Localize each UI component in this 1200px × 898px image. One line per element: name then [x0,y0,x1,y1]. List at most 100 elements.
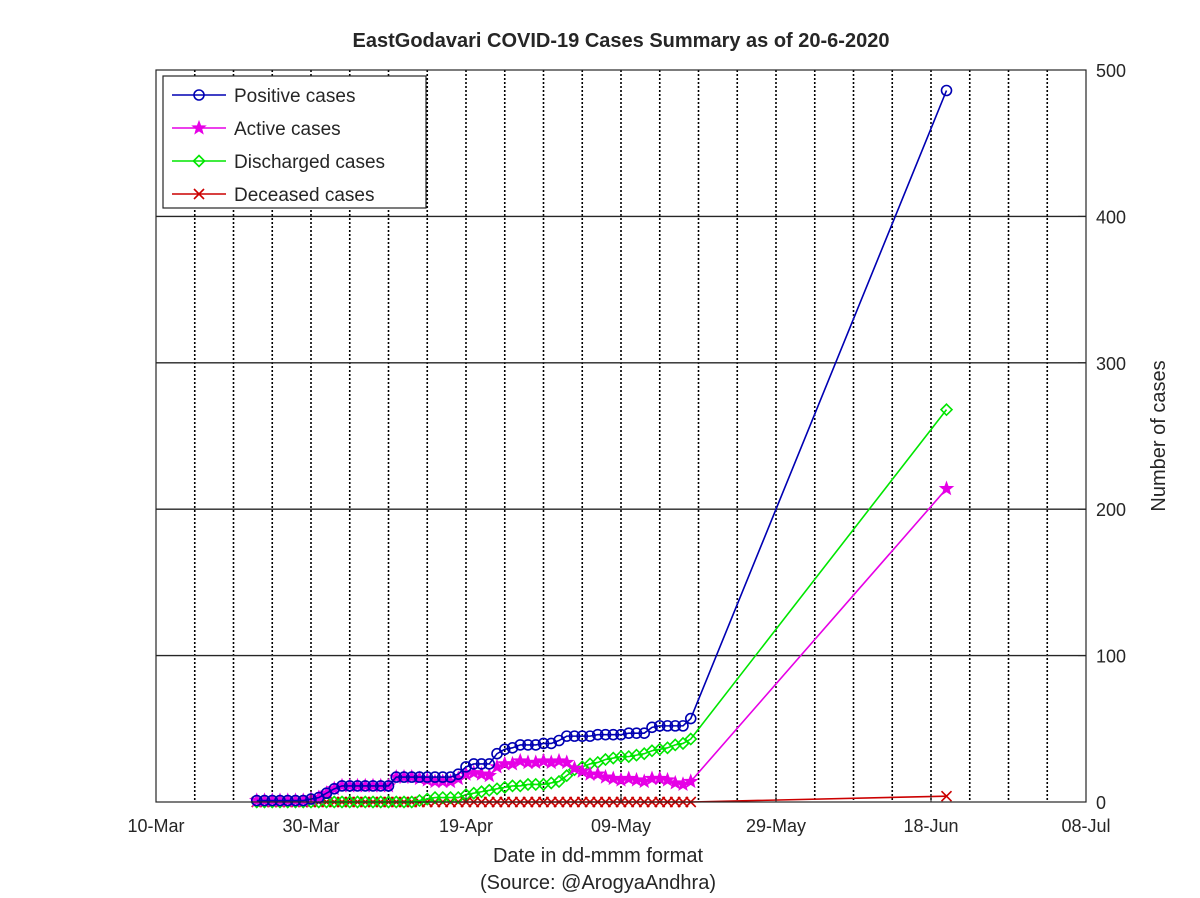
data-point-positive [475,758,488,770]
x-tick-label: 30-Mar [282,816,339,836]
data-point-positive [382,780,395,792]
x-tick-label: 09-May [591,816,651,836]
data-point-positive [266,794,279,807]
legend-label-positive: Positive cases [234,86,355,107]
data-point-positive [584,730,596,742]
data-point-positive [545,737,558,750]
x-marker-stroke [940,790,953,802]
data-point-active [605,770,621,786]
legend-sample-active [172,119,226,135]
data-point-positive [677,720,689,732]
legend-label-active: Active cases [234,119,341,140]
legend-sample-positive [172,89,226,101]
data-point-active [597,768,614,784]
data-point-active [683,773,699,789]
data-point-positive [537,737,550,750]
data-point-positive [607,728,620,741]
series-positive [250,84,953,807]
x-tick-label: 29-May [746,816,806,836]
y-grid [156,215,1086,657]
data-point-positive [661,720,674,732]
y-tick-label: 0 [1096,793,1106,813]
data-point-positive [436,771,449,783]
source-label: (Source: @ArogyaAndhra) [480,872,716,894]
data-point-positive [390,771,403,783]
data-point-positive [359,780,372,792]
x-axis-label: Date in dd-mmm format [493,845,703,867]
data-point-positive [444,771,457,783]
data-point-positive [281,794,294,807]
data-point-positive [343,780,356,792]
data-point-positive [514,739,527,751]
data-point-positive [289,794,302,807]
data-point-positive [328,783,341,795]
data-point-positive [506,742,519,754]
series-layer [249,84,955,809]
legend-marker [193,89,205,101]
data-point-positive [250,794,263,807]
legend-marker [192,154,206,168]
data-point-active [590,766,606,781]
data-point-positive [258,794,271,807]
legend-sample-deceased [172,188,226,200]
data-point-active [659,771,676,787]
chart-title: EastGodavari COVID-19 Cases Summary as o… [353,30,890,52]
data-point-positive [522,739,534,751]
y-tick-label: 400 [1096,207,1126,227]
data-point-positive [413,771,426,783]
data-point-active [512,752,528,768]
legend-marker [193,188,205,200]
data-point-active [652,770,668,786]
data-point-positive [615,728,627,741]
data-point-positive [646,721,658,734]
data-point-positive [529,739,542,751]
data-point-positive [274,794,286,807]
data-point-active [535,752,552,768]
data-point-active [559,754,575,770]
data-point-positive [367,780,379,792]
x-tick-label: 08-Jul [1061,816,1110,836]
data-point-active [628,771,645,787]
legend-box [162,75,427,209]
data-point-active [621,770,637,786]
data-point-positive [568,730,581,742]
data-point-positive [684,712,697,725]
legend: Positive cases Active cases Discharged c… [162,75,427,209]
x-axis-ticks: 10-Mar 30-Mar 19-Apr 09-May 29-May 18-Jun 08-J… [127,794,1111,836]
data-point-positive [452,768,465,780]
data-point-active [574,763,590,778]
legend-entry-positive: Positive cases [172,86,355,107]
y-tick-label: 500 [1096,61,1126,81]
data-point-positive [336,780,348,792]
data-point-positive [421,771,434,783]
legend-marker [191,119,207,135]
data-point-discharged [552,774,566,789]
data-point-active [938,480,955,496]
data-point-positive [638,727,651,739]
data-point-positive [460,761,472,773]
legend-sample-discharged [172,154,226,168]
data-point-positive [599,728,612,741]
x-marker-stroke [193,188,205,200]
data-point-deceased [940,790,953,802]
legend-entry-discharged: Discharged cases [172,152,385,173]
data-point-discharged [676,736,690,751]
data-point-positive [351,780,364,792]
data-point-active [566,760,583,775]
data-point-positive [940,84,953,97]
data-point-discharged [939,403,954,417]
data-point-active [473,766,490,781]
data-point-positive [622,727,635,739]
x-tick-label: 18-Jun [903,816,958,836]
data-point-positive [591,728,604,741]
legend-label-discharged: Discharged cases [234,152,385,173]
y-tick-label: 100 [1096,647,1126,667]
legend-entry-active: Active cases [172,119,341,140]
data-point-positive [405,771,418,783]
x-tick-label: 19-Apr [439,816,493,836]
data-point-positive [630,727,643,739]
y-axis-label: Number of cases [1148,360,1170,511]
data-point-active [667,774,683,790]
x-tick-label: 10-Mar [127,816,184,836]
